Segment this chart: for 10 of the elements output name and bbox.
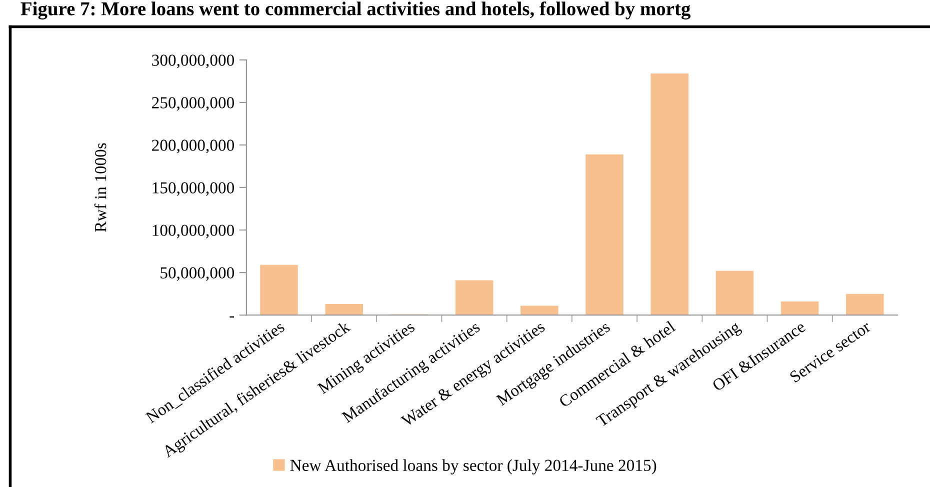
y-tick-label: 50,000,000 <box>160 267 234 281</box>
y-axis-title: Rwf in 1000s <box>94 143 106 232</box>
y-tick-label: 150,000,000 <box>152 182 234 196</box>
y-tick-label: 300,000,000 <box>152 54 234 68</box>
chart-title: Figure 7: More loans went to commercial activities and hotels, followed by mortg <box>20 1 690 20</box>
legend-label: New Authorised loans by sector (July 2014-June 2015) <box>290 459 656 474</box>
y-tick-label: 100,000,000 <box>152 224 234 238</box>
y-tick-label: 250,000,000 <box>152 97 234 111</box>
y-tick-label: - <box>230 316 234 318</box>
y-tick-label: 200,000,000 <box>152 140 234 154</box>
